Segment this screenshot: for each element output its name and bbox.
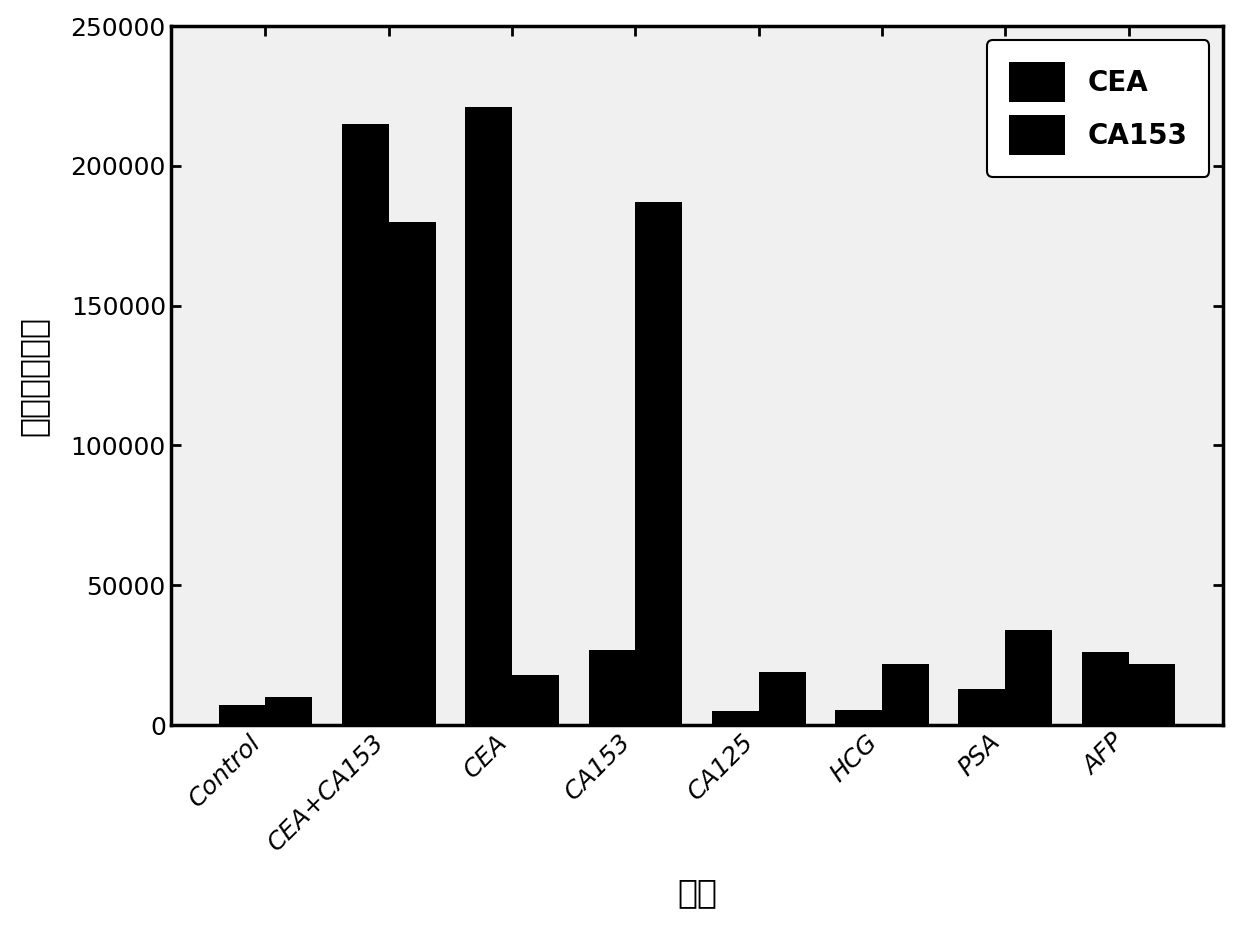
Bar [389,222,435,725]
Bar [589,649,635,725]
Bar [1081,652,1128,725]
Bar [882,664,929,725]
Bar [836,709,882,725]
Bar [1006,630,1053,725]
Y-axis label: 荧光强度变化: 荧光强度变化 [16,316,50,435]
Bar [265,697,312,725]
X-axis label: 抗原: 抗原 [677,876,717,909]
Bar [218,706,265,725]
Bar [959,689,1006,725]
Bar [512,675,559,725]
Bar [712,711,759,725]
Bar [635,202,682,725]
Bar [342,124,389,725]
Bar [465,107,512,725]
Bar [1128,664,1176,725]
Legend: CEA, CA153: CEA, CA153 [987,40,1209,177]
Bar [759,672,806,725]
